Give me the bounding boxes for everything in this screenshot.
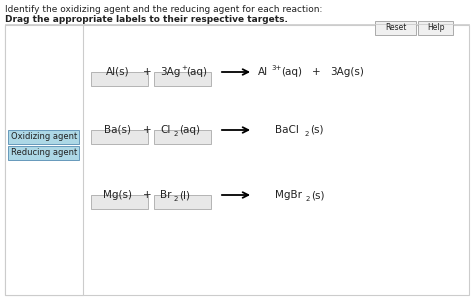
FancyBboxPatch shape (9, 130, 80, 143)
FancyBboxPatch shape (419, 20, 454, 34)
Text: Oxidizing agent: Oxidizing agent (11, 132, 77, 141)
Text: (s): (s) (311, 190, 325, 200)
Text: 3+: 3+ (271, 65, 282, 71)
Text: Help: Help (427, 23, 445, 32)
FancyBboxPatch shape (9, 145, 80, 160)
Text: (aq): (aq) (186, 67, 207, 77)
Text: +: + (143, 125, 151, 135)
Text: (aq): (aq) (281, 67, 302, 77)
Text: 2: 2 (305, 131, 310, 137)
Text: BaCl: BaCl (275, 125, 299, 135)
Text: MgBr: MgBr (275, 190, 302, 200)
Text: Reducing agent: Reducing agent (11, 148, 77, 157)
FancyBboxPatch shape (5, 25, 469, 295)
Text: Al(s): Al(s) (106, 67, 130, 77)
Text: Br: Br (160, 190, 172, 200)
Text: Mg(s): Mg(s) (103, 190, 133, 200)
FancyBboxPatch shape (155, 130, 211, 143)
FancyBboxPatch shape (91, 71, 148, 85)
FancyBboxPatch shape (91, 130, 148, 143)
Text: Drag the appropriate labels to their respective targets.: Drag the appropriate labels to their res… (5, 15, 288, 24)
Text: (s): (s) (310, 125, 323, 135)
Text: +: + (181, 65, 187, 71)
FancyBboxPatch shape (155, 195, 211, 209)
Text: Reset: Reset (385, 23, 407, 32)
Text: +: + (312, 67, 320, 77)
FancyBboxPatch shape (375, 20, 417, 34)
Text: Identify the oxidizing agent and the reducing agent for each reaction:: Identify the oxidizing agent and the red… (5, 5, 322, 14)
FancyBboxPatch shape (91, 195, 148, 209)
Text: (l): (l) (179, 190, 190, 200)
FancyBboxPatch shape (5, 25, 83, 295)
Text: Al: Al (258, 67, 268, 77)
Text: +: + (143, 67, 151, 77)
Text: (aq): (aq) (179, 125, 200, 135)
Text: 2: 2 (306, 196, 310, 202)
Text: 2: 2 (174, 131, 178, 137)
Text: 3Ag: 3Ag (160, 67, 181, 77)
Text: Ba(s): Ba(s) (104, 125, 131, 135)
FancyBboxPatch shape (155, 71, 211, 85)
Text: 3Ag(s): 3Ag(s) (330, 67, 364, 77)
Text: Cl: Cl (160, 125, 170, 135)
Text: +: + (143, 190, 151, 200)
Text: 2: 2 (174, 196, 178, 202)
